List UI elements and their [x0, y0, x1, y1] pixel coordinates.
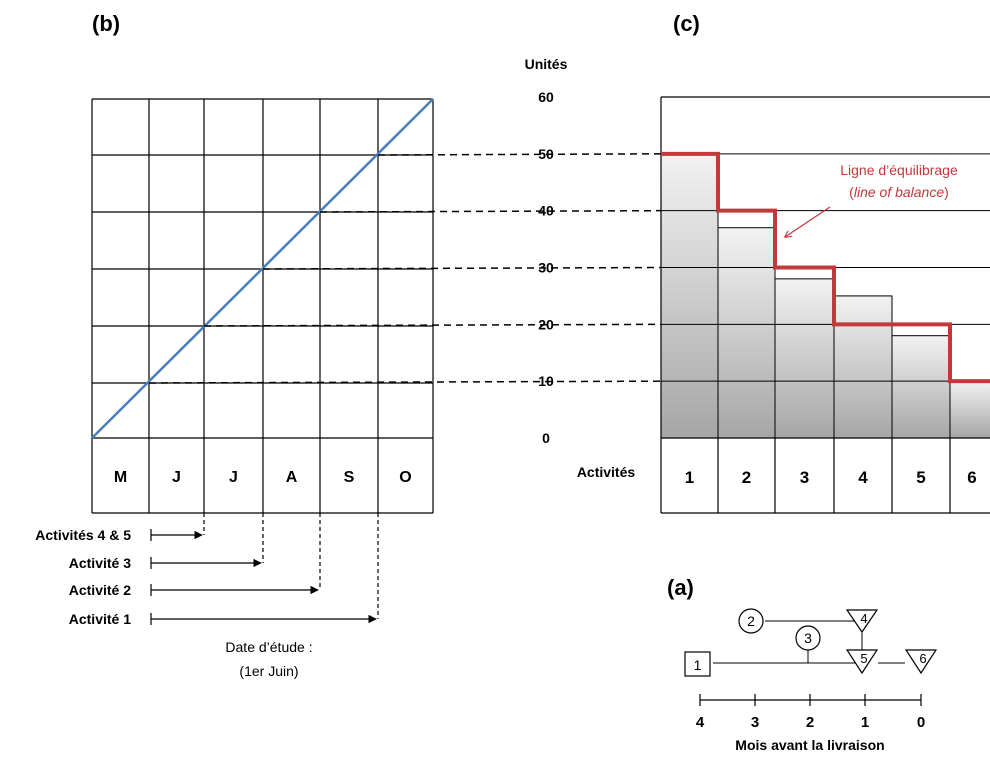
node-1-label: 1	[694, 657, 702, 673]
activity-number-4: 4	[858, 468, 868, 487]
month-label-august: A	[286, 469, 298, 486]
axis-tick-0: 0	[917, 714, 925, 731]
month-labels: M J J A S O	[114, 469, 412, 486]
month-label-june: J	[172, 469, 181, 486]
node-5-label: 5	[860, 651, 867, 666]
month-label-october: O	[399, 469, 411, 486]
activity-bar-2	[717, 227, 776, 439]
activity-number-labels: 1 2 3 4 5 6	[685, 468, 977, 487]
y-axis-title: Unités	[525, 56, 568, 72]
activity-lead-times: Activités 4 & 5 Activité 3 Activité 2 Ac…	[35, 513, 379, 627]
panel-a-label: (a)	[667, 575, 694, 600]
cumulative-schedule-chart: M J J A S O Activités 4 & 5 Activité 3 A…	[35, 98, 434, 679]
projection-line-40	[319, 209, 662, 213]
balance-label-french: Ligne d’équilibrage	[840, 162, 958, 178]
panel-c-label: (c)	[673, 11, 700, 36]
activity-label-4-5: Activités 4 & 5	[35, 527, 131, 543]
axis-tick-3: 3	[751, 714, 759, 731]
node-6-label: 6	[919, 651, 926, 666]
activities-axis-label: Activités	[577, 464, 636, 480]
node-3-circle: 3	[795, 625, 821, 651]
line-of-balance-chart: Unités 60 50 40 30 20 10 0 Activités 1 2…	[525, 56, 990, 514]
node-1-box: 1	[684, 651, 711, 677]
activity-number-6: 6	[967, 468, 976, 487]
node-2-label: 2	[747, 613, 755, 629]
balance-pointer-arrow	[785, 206, 831, 237]
axis-title: Mois avant la livraison	[735, 737, 884, 753]
line-of-balance	[661, 151, 990, 384]
y-tick-30: 30	[538, 260, 554, 276]
y-tick-60: 60	[538, 89, 554, 105]
study-date-label: Date d’étude :	[225, 639, 312, 655]
y-tick-10: 10	[538, 373, 554, 389]
month-label-september: S	[344, 469, 355, 486]
activity-number-5: 5	[916, 468, 925, 487]
projection-line-20	[203, 323, 662, 327]
activity-bar-4	[833, 295, 893, 439]
y-tick-0: 0	[542, 430, 550, 446]
precedence-network: 1 2 3 4 5 6 4 3 2 1 0 Mois a	[684, 608, 938, 753]
activity-number-1: 1	[685, 468, 694, 487]
axis-tick-4: 4	[696, 714, 705, 731]
activity-number-2: 2	[742, 468, 751, 487]
projection-dashed-lines	[148, 153, 662, 384]
balance-label-english: (line of balance)	[849, 184, 949, 200]
cumulative-delivery-line	[91, 98, 434, 439]
y-tick-40: 40	[538, 203, 554, 219]
activity-label-3: Activité 3	[69, 555, 131, 571]
projection-line-30	[262, 266, 662, 270]
activity-number-3: 3	[800, 468, 809, 487]
node-6-triangle: 6	[904, 649, 938, 675]
projection-line-50	[377, 153, 662, 156]
activity-label-1: Activité 1	[69, 611, 131, 627]
activity-bar-3	[774, 278, 835, 439]
y-tick-labels: 60 50 40 30 20 10 0	[538, 89, 554, 446]
axis-tick-2: 2	[806, 714, 814, 731]
balance-annotation: Ligne d’équilibrage (line of balance)	[785, 162, 958, 237]
node-3-label: 3	[804, 630, 812, 646]
y-tick-20: 20	[538, 316, 554, 332]
node-2-circle: 2	[738, 608, 764, 634]
month-label-may: M	[114, 469, 127, 486]
node-4-triangle: 4	[845, 609, 879, 634]
y-tick-50: 50	[538, 146, 554, 162]
activity-bar-5	[891, 335, 951, 439]
activity-bar-6	[949, 380, 990, 439]
axis-tick-1: 1	[861, 714, 869, 731]
study-date-value: (1er Juin)	[239, 663, 298, 679]
node-5-triangle: 5	[845, 649, 879, 675]
node-4-label: 4	[860, 611, 867, 626]
month-label-july: J	[229, 469, 238, 486]
projection-line-10	[148, 380, 662, 384]
activity-bar-1	[660, 153, 719, 439]
schedule-grid	[91, 98, 434, 514]
activity-label-2: Activité 2	[69, 582, 131, 598]
panel-b-label: (b)	[92, 11, 120, 36]
months-before-delivery-axis: 4 3 2 1 0	[696, 694, 925, 731]
